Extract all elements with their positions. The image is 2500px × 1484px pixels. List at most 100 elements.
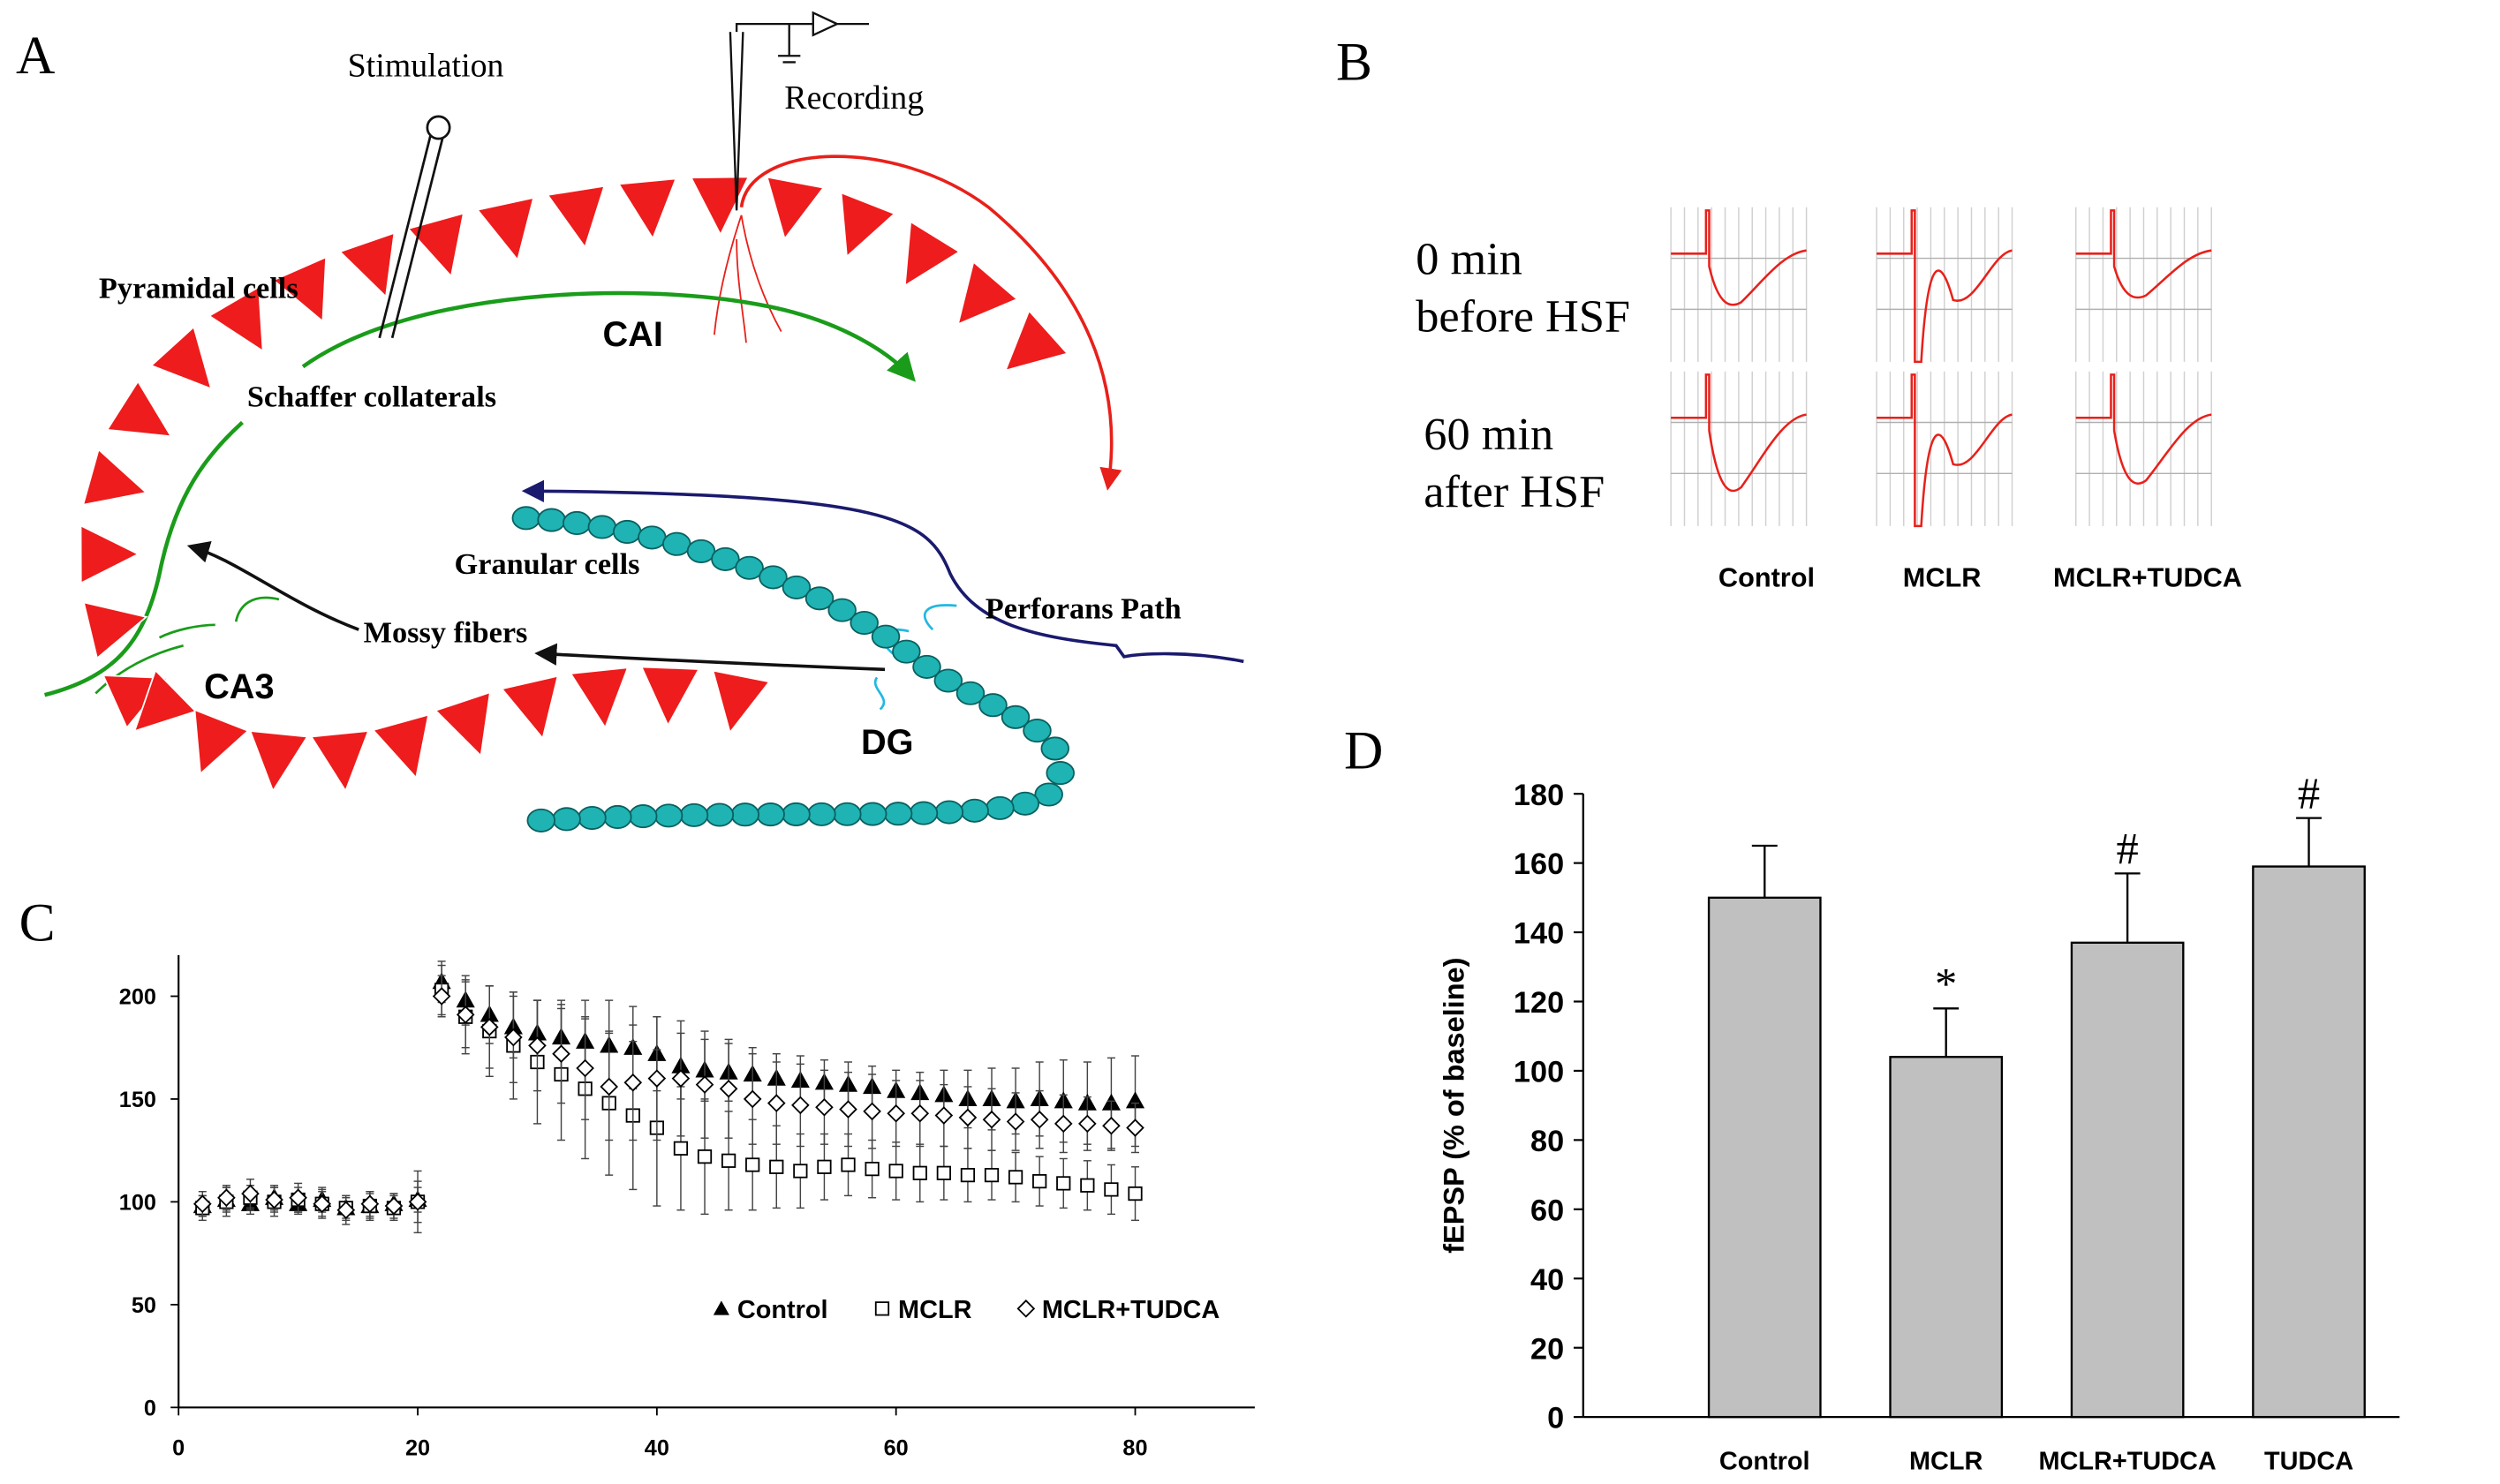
point: [1032, 1173, 1047, 1189]
granule-cell: [563, 510, 592, 536]
label: DG: [861, 723, 914, 762]
pyramidal-cell: [81, 448, 148, 506]
stim-electrode: [390, 135, 445, 339]
row-label: before HSF: [1416, 291, 1630, 343]
granule-cell: [804, 586, 835, 611]
granule-cell: [686, 539, 716, 563]
dendrites: [713, 215, 782, 343]
panel-label: D: [1344, 720, 1383, 780]
x-tick-label: Control: [1719, 1448, 1810, 1476]
y-tick-label: 50: [132, 1293, 156, 1318]
granule-cell: [662, 531, 691, 556]
point: [1126, 1119, 1144, 1137]
pyramidal-cell: [434, 690, 492, 758]
pyramidal-cell: [500, 674, 559, 741]
y-tick-label: 0: [144, 1396, 156, 1420]
point: [241, 1184, 260, 1203]
pyramidal-cell: [406, 212, 465, 278]
y-tick-label: 0: [1547, 1402, 1564, 1435]
point: [874, 1301, 890, 1316]
point: [936, 1165, 951, 1180]
pyramidal-cell: [208, 285, 264, 353]
granule-cell: [735, 555, 764, 580]
pyramidal-cell: [149, 325, 213, 390]
point: [1080, 1178, 1095, 1193]
panel-label: A: [16, 26, 55, 86]
point: [1006, 1112, 1025, 1131]
granule-cell: [653, 803, 684, 828]
label: Recording: [784, 79, 924, 117]
point: [982, 1110, 1001, 1129]
granule-cell: [782, 802, 811, 826]
x-tick-label: MCLR: [1909, 1448, 1983, 1476]
granule-cell: [1040, 736, 1070, 761]
pyramidal-cell: [132, 668, 198, 733]
point: [793, 1164, 808, 1179]
point: [743, 1089, 762, 1109]
point: [1102, 1116, 1121, 1135]
point: [647, 1069, 667, 1088]
granule-cell: [612, 519, 642, 545]
y-tick-label: 150: [119, 1088, 156, 1112]
y-tick-label: 120: [1514, 986, 1564, 1020]
significance-marker: #: [2298, 769, 2320, 818]
granule-cell: [933, 668, 963, 693]
granule-cell: [871, 624, 901, 649]
point: [769, 1159, 784, 1174]
point: [1016, 1299, 1036, 1318]
legend: Control MCLR MCLR+TUDCA: [713, 1296, 1220, 1324]
legend-label: Control: [737, 1296, 828, 1324]
recording-electrode: [729, 11, 869, 211]
x-tick-label: 60: [884, 1435, 909, 1460]
x-tick-label: 20: [405, 1435, 430, 1460]
granule-cell: [705, 802, 735, 827]
granule-cell: [1001, 704, 1031, 729]
point: [719, 1079, 738, 1098]
point: [791, 1096, 810, 1115]
granule-cell: [587, 515, 617, 539]
granule-cell: [552, 807, 581, 832]
granule-cell: [730, 802, 760, 827]
granule-cell: [850, 610, 879, 636]
pyramidal-cell: [956, 260, 1019, 326]
label: Granular cells: [455, 547, 640, 581]
granule-cell: [1010, 791, 1040, 816]
granule-cell: [892, 639, 921, 664]
point: [960, 1167, 976, 1183]
pyramidal-cell: [569, 667, 630, 730]
granule-cell: [782, 575, 812, 599]
ca3-axon: [43, 420, 244, 697]
ltp-time-course: 0 50 100 150 200 0 20 40 60 80 Control MCLR MCLR+TUD…: [119, 954, 1255, 1460]
x-tick-label: MCLR+TUDCA: [2038, 1448, 2216, 1476]
granule-cell: [679, 802, 709, 827]
granule-cell: [955, 681, 986, 705]
pyramidal-cell: [79, 524, 140, 584]
bar: [1889, 1056, 2004, 1419]
pyramidal-cell: [82, 601, 148, 660]
granule-cell: [638, 525, 667, 550]
granule-cell: [986, 795, 1015, 820]
point: [504, 1028, 523, 1047]
x-tick-label: 40: [645, 1435, 669, 1460]
fepsp-trace: [2075, 373, 2212, 485]
granule-cell: [537, 508, 566, 532]
granule-cell: [603, 804, 632, 830]
pyramidal-cell: [271, 255, 328, 323]
granule-cell: [883, 802, 913, 826]
granule-cell: [807, 802, 836, 826]
point: [1030, 1110, 1049, 1129]
point: [695, 1075, 714, 1094]
legend-label: MCLR: [898, 1296, 972, 1324]
y-tick-label: 80: [1530, 1125, 1564, 1158]
fepsp-trace: [2075, 209, 2212, 299]
row-label: 0 min: [1416, 234, 1522, 285]
granule-cell: [628, 804, 658, 829]
pyramidal-cell: [1004, 309, 1069, 372]
column-label: MCLR: [1903, 561, 1982, 592]
y-tick-label: 200: [119, 985, 156, 1010]
point: [408, 1193, 427, 1211]
granule-cell: [759, 565, 788, 590]
label: CAI: [602, 315, 662, 354]
y-tick-label: 180: [1514, 779, 1564, 812]
